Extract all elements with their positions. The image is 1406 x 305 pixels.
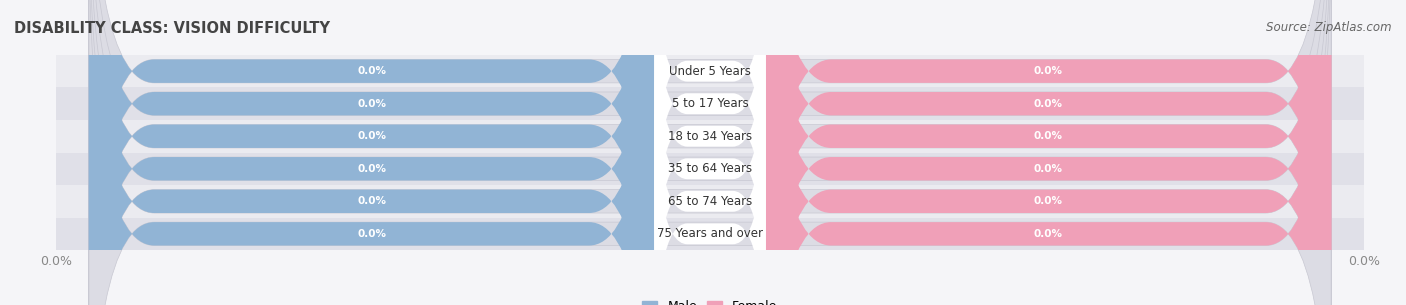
Text: Under 5 Years: Under 5 Years [669, 65, 751, 78]
Text: 0.0%: 0.0% [1033, 99, 1063, 109]
FancyBboxPatch shape [89, 0, 1331, 305]
FancyBboxPatch shape [766, 0, 1331, 305]
FancyBboxPatch shape [89, 0, 1331, 305]
FancyBboxPatch shape [89, 0, 654, 305]
Bar [56, 185, 1364, 217]
Text: 0.0%: 0.0% [357, 131, 387, 141]
Bar [56, 88, 1364, 120]
FancyBboxPatch shape [766, 0, 1331, 305]
FancyBboxPatch shape [89, 0, 1331, 305]
FancyBboxPatch shape [654, 16, 766, 305]
Bar [56, 217, 1364, 250]
Text: 18 to 34 Years: 18 to 34 Years [668, 130, 752, 143]
FancyBboxPatch shape [654, 49, 766, 305]
Text: 5 to 17 Years: 5 to 17 Years [672, 97, 748, 110]
FancyBboxPatch shape [89, 0, 1331, 305]
FancyBboxPatch shape [89, 0, 654, 305]
FancyBboxPatch shape [89, 0, 654, 305]
FancyBboxPatch shape [89, 0, 1331, 305]
FancyBboxPatch shape [654, 0, 766, 256]
Text: 0.0%: 0.0% [1033, 196, 1063, 206]
FancyBboxPatch shape [654, 81, 766, 305]
Text: 35 to 64 Years: 35 to 64 Years [668, 162, 752, 175]
FancyBboxPatch shape [89, 0, 654, 305]
Text: 0.0%: 0.0% [357, 99, 387, 109]
FancyBboxPatch shape [654, 0, 766, 289]
Text: 65 to 74 Years: 65 to 74 Years [668, 195, 752, 208]
Text: 0.0%: 0.0% [357, 196, 387, 206]
Text: DISABILITY CLASS: VISION DIFFICULTY: DISABILITY CLASS: VISION DIFFICULTY [14, 21, 330, 36]
Bar [56, 152, 1364, 185]
FancyBboxPatch shape [89, 0, 654, 305]
Bar [56, 55, 1364, 88]
Text: 0.0%: 0.0% [357, 66, 387, 76]
FancyBboxPatch shape [766, 0, 1331, 305]
FancyBboxPatch shape [89, 0, 654, 305]
Text: 0.0%: 0.0% [357, 164, 387, 174]
Text: Source: ZipAtlas.com: Source: ZipAtlas.com [1267, 21, 1392, 34]
FancyBboxPatch shape [766, 0, 1331, 305]
FancyBboxPatch shape [766, 0, 1331, 305]
FancyBboxPatch shape [89, 0, 1331, 305]
FancyBboxPatch shape [654, 0, 766, 224]
FancyBboxPatch shape [766, 0, 1331, 305]
Bar [56, 120, 1364, 152]
Text: 0.0%: 0.0% [1033, 131, 1063, 141]
Text: 0.0%: 0.0% [1033, 66, 1063, 76]
Text: 0.0%: 0.0% [1033, 164, 1063, 174]
Text: 0.0%: 0.0% [1033, 229, 1063, 239]
Text: 0.0%: 0.0% [357, 229, 387, 239]
Text: 75 Years and over: 75 Years and over [657, 227, 763, 240]
Legend: Male, Female: Male, Female [637, 295, 783, 305]
